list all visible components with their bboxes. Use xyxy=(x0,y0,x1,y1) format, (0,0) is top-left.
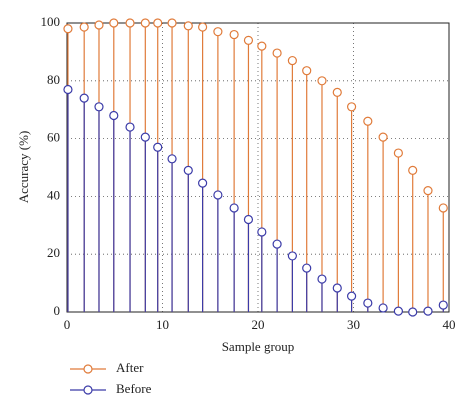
marker xyxy=(408,165,418,175)
marker xyxy=(257,41,267,51)
marker xyxy=(153,18,163,28)
marker xyxy=(363,116,373,126)
marker xyxy=(79,93,89,103)
marker xyxy=(167,154,177,164)
marker xyxy=(213,27,223,37)
marker xyxy=(287,55,297,66)
y-tick-label: 80 xyxy=(47,72,60,87)
marker xyxy=(302,263,312,273)
x-axis-label: Sample group xyxy=(222,339,295,354)
marker xyxy=(363,298,373,308)
y-tick-label: 60 xyxy=(47,130,60,145)
marker xyxy=(140,132,150,142)
y-tick-label: 100 xyxy=(41,14,61,29)
marker xyxy=(229,203,239,213)
marker xyxy=(393,306,403,316)
marker xyxy=(423,306,433,316)
marker xyxy=(423,186,433,196)
marker xyxy=(198,178,208,188)
marker xyxy=(79,22,89,32)
marker xyxy=(257,227,267,237)
marker xyxy=(378,303,388,313)
legend-marker xyxy=(83,385,93,395)
marker xyxy=(125,122,135,132)
marker xyxy=(438,203,448,213)
marker xyxy=(243,35,254,45)
marker xyxy=(198,22,208,32)
marker xyxy=(63,24,73,34)
marker xyxy=(94,20,104,30)
marker xyxy=(317,76,327,86)
y-tick-label: 20 xyxy=(47,245,60,260)
marker xyxy=(229,29,239,40)
marker xyxy=(438,300,448,310)
x-tick-label: 0 xyxy=(64,317,71,332)
y-tick-label: 0 xyxy=(54,303,61,318)
marker xyxy=(287,251,297,261)
marker xyxy=(317,274,327,284)
x-tick-label: 30 xyxy=(347,317,360,332)
x-tick-label: 20 xyxy=(252,317,265,332)
marker xyxy=(346,291,357,301)
plot-frame xyxy=(66,22,450,313)
marker xyxy=(109,18,119,28)
marker xyxy=(183,21,193,31)
marker xyxy=(243,214,254,225)
y-axis-label: Accuracy (%) xyxy=(16,131,31,204)
legend-label: Before xyxy=(116,381,152,396)
legend-marker xyxy=(83,364,93,374)
marker xyxy=(393,148,403,158)
marker xyxy=(63,84,73,95)
marker xyxy=(125,18,135,28)
marker xyxy=(109,110,119,121)
marker xyxy=(378,132,388,142)
x-tick-label: 40 xyxy=(443,317,456,332)
marker xyxy=(272,48,282,58)
marker xyxy=(332,283,342,293)
marker xyxy=(332,87,342,97)
x-tick-label: 10 xyxy=(156,317,169,332)
marker xyxy=(408,307,418,317)
marker xyxy=(213,190,223,200)
marker xyxy=(183,165,193,175)
marker xyxy=(94,102,104,112)
marker xyxy=(272,239,282,249)
marker xyxy=(153,142,163,152)
marker xyxy=(167,18,177,28)
legend-label: After xyxy=(116,360,144,375)
marker xyxy=(140,18,150,28)
y-tick-label: 40 xyxy=(47,187,60,202)
marker xyxy=(346,102,357,112)
marker xyxy=(302,66,312,76)
